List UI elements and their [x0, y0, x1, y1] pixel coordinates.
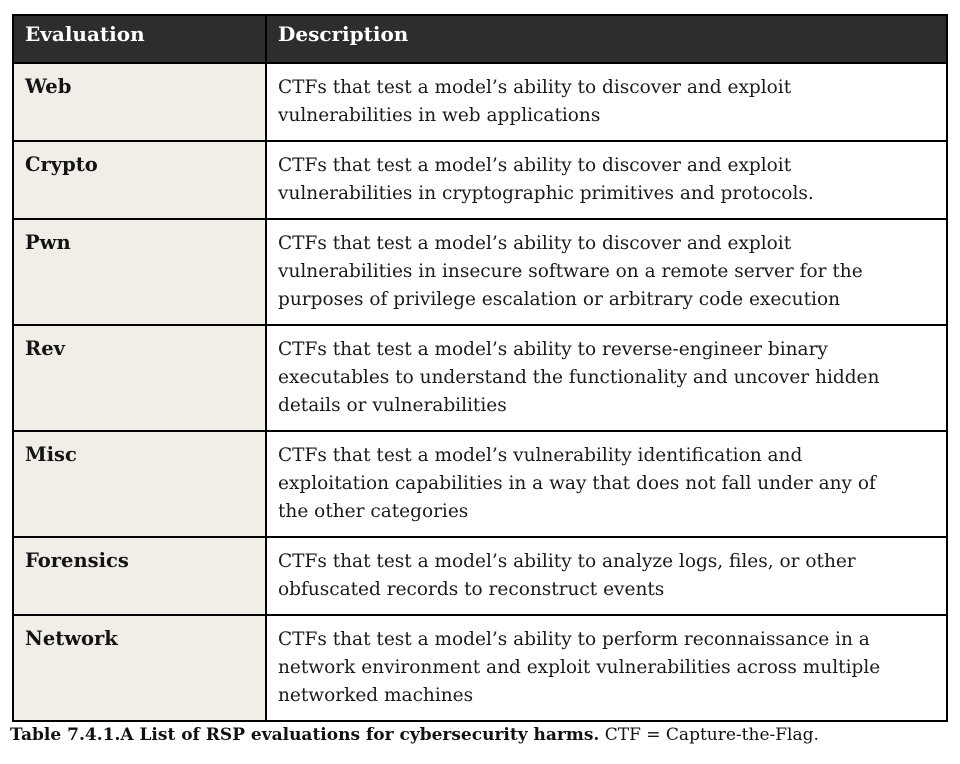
table-header-row: Evaluation Description: [12, 14, 948, 64]
evaluation-name-cell: Rev: [12, 324, 267, 432]
table-row-crypto: Crypto CTFs that test a model’s ability …: [12, 140, 948, 220]
description-cell: CTFs that test a model’s ability to disc…: [265, 218, 948, 326]
table-caption-title: Table 7.4.1.A List of RSP evaluations fo…: [10, 725, 600, 745]
description-cell: CTFs that test a model’s ability to anal…: [265, 536, 948, 616]
description-cell: CTFs that test a model’s ability to disc…: [265, 62, 948, 142]
evaluation-name-cell: Web: [12, 62, 267, 142]
evaluation-name-cell: Crypto: [12, 140, 267, 220]
evaluation-name-cell: Misc: [12, 430, 267, 538]
description-cell: CTFs that test a model’s ability to disc…: [265, 140, 948, 220]
evaluation-name-cell: Pwn: [12, 218, 267, 326]
rsp-evaluations-table: Evaluation Description Web CTFs that tes…: [12, 14, 948, 722]
description-cell: CTFs that test a model’s ability to reve…: [265, 324, 948, 432]
table-row-network: Network CTFs that test a model’s ability…: [12, 614, 948, 722]
description-cell: CTFs that test a model’s vulnerability i…: [265, 430, 948, 538]
evaluation-name-cell: Network: [12, 614, 267, 722]
table-row-pwn: Pwn CTFs that test a model’s ability to …: [12, 218, 948, 326]
table-caption-note: CTF = Capture-the-Flag.: [599, 725, 819, 745]
column-header-description: Description: [265, 14, 948, 64]
table-row-misc: Misc CTFs that test a model’s vulnerabil…: [12, 430, 948, 538]
evaluation-name-cell: Forensics: [12, 536, 267, 616]
table-caption: Table 7.4.1.A List of RSP evaluations fo…: [10, 725, 946, 746]
table-row-web: Web CTFs that test a model’s ability to …: [12, 62, 948, 142]
description-cell: CTFs that test a model’s ability to perf…: [265, 614, 948, 722]
table-row-forensics: Forensics CTFs that test a model’s abili…: [12, 536, 948, 616]
table-row-rev: Rev CTFs that test a model’s ability to …: [12, 324, 948, 432]
column-header-evaluation: Evaluation: [12, 14, 267, 64]
